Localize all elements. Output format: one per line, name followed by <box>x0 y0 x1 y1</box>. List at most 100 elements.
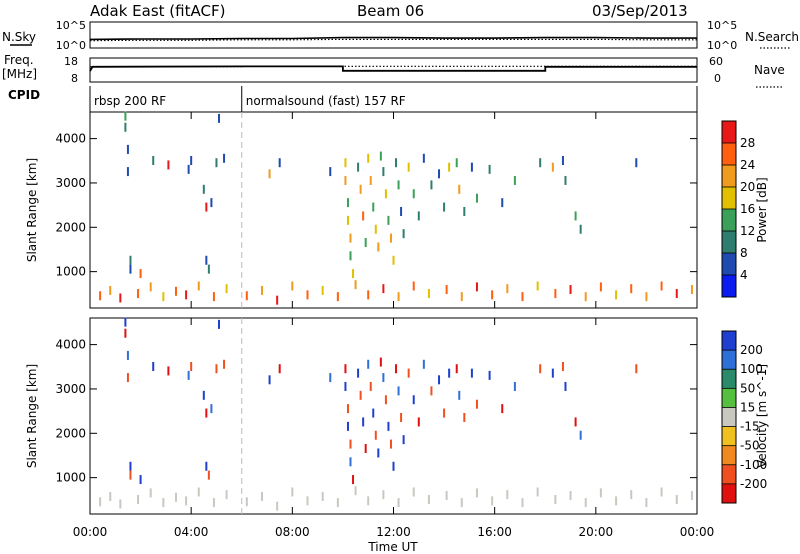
data-point <box>99 291 102 301</box>
data-point <box>402 229 405 239</box>
data-point <box>139 269 142 279</box>
velocity-colorbar-swatch <box>722 369 736 389</box>
time-tick-label: 20:00 <box>579 525 614 539</box>
velocity-panel-frame <box>89 317 698 515</box>
data-point <box>139 475 142 485</box>
velocity-colorbar-swatch <box>722 464 736 484</box>
velocity-colorbar-tick-label: -50 <box>740 439 760 453</box>
data-point <box>349 233 352 243</box>
data-point <box>438 375 441 385</box>
data-point <box>212 498 215 508</box>
velocity-colorbar-tick-label: 50 <box>740 381 755 395</box>
range-tick-label: 2000 <box>55 220 86 234</box>
data-point <box>475 193 478 203</box>
data-point <box>291 281 294 291</box>
data-point <box>475 488 478 498</box>
range-tick-label: 3000 <box>55 176 86 190</box>
data-point <box>377 448 380 458</box>
power-range-axis-label: Slant Range [km] <box>25 158 39 262</box>
data-point <box>109 491 112 501</box>
data-point <box>129 255 132 265</box>
velocity-colorbar-tick-label: -200 <box>740 477 767 491</box>
time-tick-label: 16:00 <box>477 525 512 539</box>
velocity-colorbar-tick-label: 200 <box>740 343 763 357</box>
data-point <box>215 158 218 168</box>
data-point <box>513 381 516 391</box>
velocity-colorbar-frame <box>721 330 737 504</box>
data-point <box>402 435 405 445</box>
data-point <box>561 155 564 165</box>
data-point <box>513 175 516 185</box>
data-point <box>501 404 504 414</box>
data-point <box>346 421 349 431</box>
data-point <box>412 281 415 291</box>
data-point <box>397 180 400 190</box>
time-axis-label: Time UT <box>367 540 418 554</box>
time-tick-label: 00:00 <box>73 525 108 539</box>
data-point <box>124 111 127 121</box>
data-point <box>357 368 360 378</box>
cpid-label: CPID <box>8 88 40 102</box>
data-point <box>660 487 663 497</box>
velocity-panel: 1000 2000 3000 4000 <box>55 317 697 514</box>
data-point <box>205 461 208 471</box>
data-point <box>126 144 129 154</box>
data-point <box>359 390 362 400</box>
power-colorbar-tick-label: 20 <box>740 180 755 194</box>
power-colorbar-swatch <box>722 275 736 297</box>
data-point <box>417 417 420 427</box>
data-point <box>162 292 165 302</box>
data-point <box>407 368 410 378</box>
velocity-colorbar-swatch <box>722 483 736 503</box>
data-point <box>129 264 132 274</box>
power-colorbar-swatch <box>722 187 736 209</box>
data-point <box>417 211 420 221</box>
data-point <box>152 155 155 165</box>
data-point <box>382 490 385 500</box>
data-point <box>551 162 554 172</box>
data-point <box>521 292 524 302</box>
data-point <box>475 282 478 292</box>
data-point <box>129 461 132 471</box>
data-point <box>207 264 210 274</box>
data-point <box>397 498 400 508</box>
noise-right-label: N.Search <box>745 30 799 44</box>
data-point <box>491 290 494 300</box>
velocity-colorbar-label: Velocity [m s^-1] <box>755 364 769 468</box>
noise-panel <box>89 36 697 42</box>
data-point <box>443 408 446 418</box>
data-point <box>574 417 577 427</box>
data-point <box>615 290 618 300</box>
noise-right-tick-top: 10^5 <box>707 19 737 32</box>
range-tick-label: 4000 <box>55 338 86 352</box>
velocity-colorbar: 200 100 50 15 -15 -50 -100 -200 <box>721 330 767 504</box>
freq-right-label: Nave <box>754 63 785 77</box>
data-point <box>455 158 458 168</box>
data-point <box>124 328 127 338</box>
time-tick-label: 08:00 <box>275 525 310 539</box>
velocity-colorbar-tick-label: -15 <box>740 420 760 434</box>
data-point <box>445 285 448 295</box>
velocity-colorbar-swatch <box>722 407 736 427</box>
data-point <box>470 368 473 378</box>
data-point <box>336 292 339 302</box>
data-point <box>336 498 339 508</box>
data-point <box>564 175 567 185</box>
range-tick-label: 2000 <box>55 426 86 440</box>
data-point <box>645 292 648 302</box>
cpid-row: rbsp 200 RF normalsound (fast) 157 RF <box>94 86 406 112</box>
data-point <box>367 290 370 300</box>
data-point <box>245 291 248 301</box>
data-point <box>458 184 461 194</box>
data-point <box>354 486 357 496</box>
power-colorbar-swatch <box>722 143 736 165</box>
freq-left-label-line2: [MHz] <box>2 67 37 81</box>
data-point <box>675 289 678 299</box>
data-point <box>400 206 403 216</box>
range-tick-label: 4000 <box>55 132 86 146</box>
data-point <box>364 444 367 454</box>
noise-left-tick-top: 10^5 <box>56 19 86 32</box>
data-point <box>346 404 349 414</box>
data-point <box>174 492 177 502</box>
power-colorbar-swatch <box>722 121 736 143</box>
